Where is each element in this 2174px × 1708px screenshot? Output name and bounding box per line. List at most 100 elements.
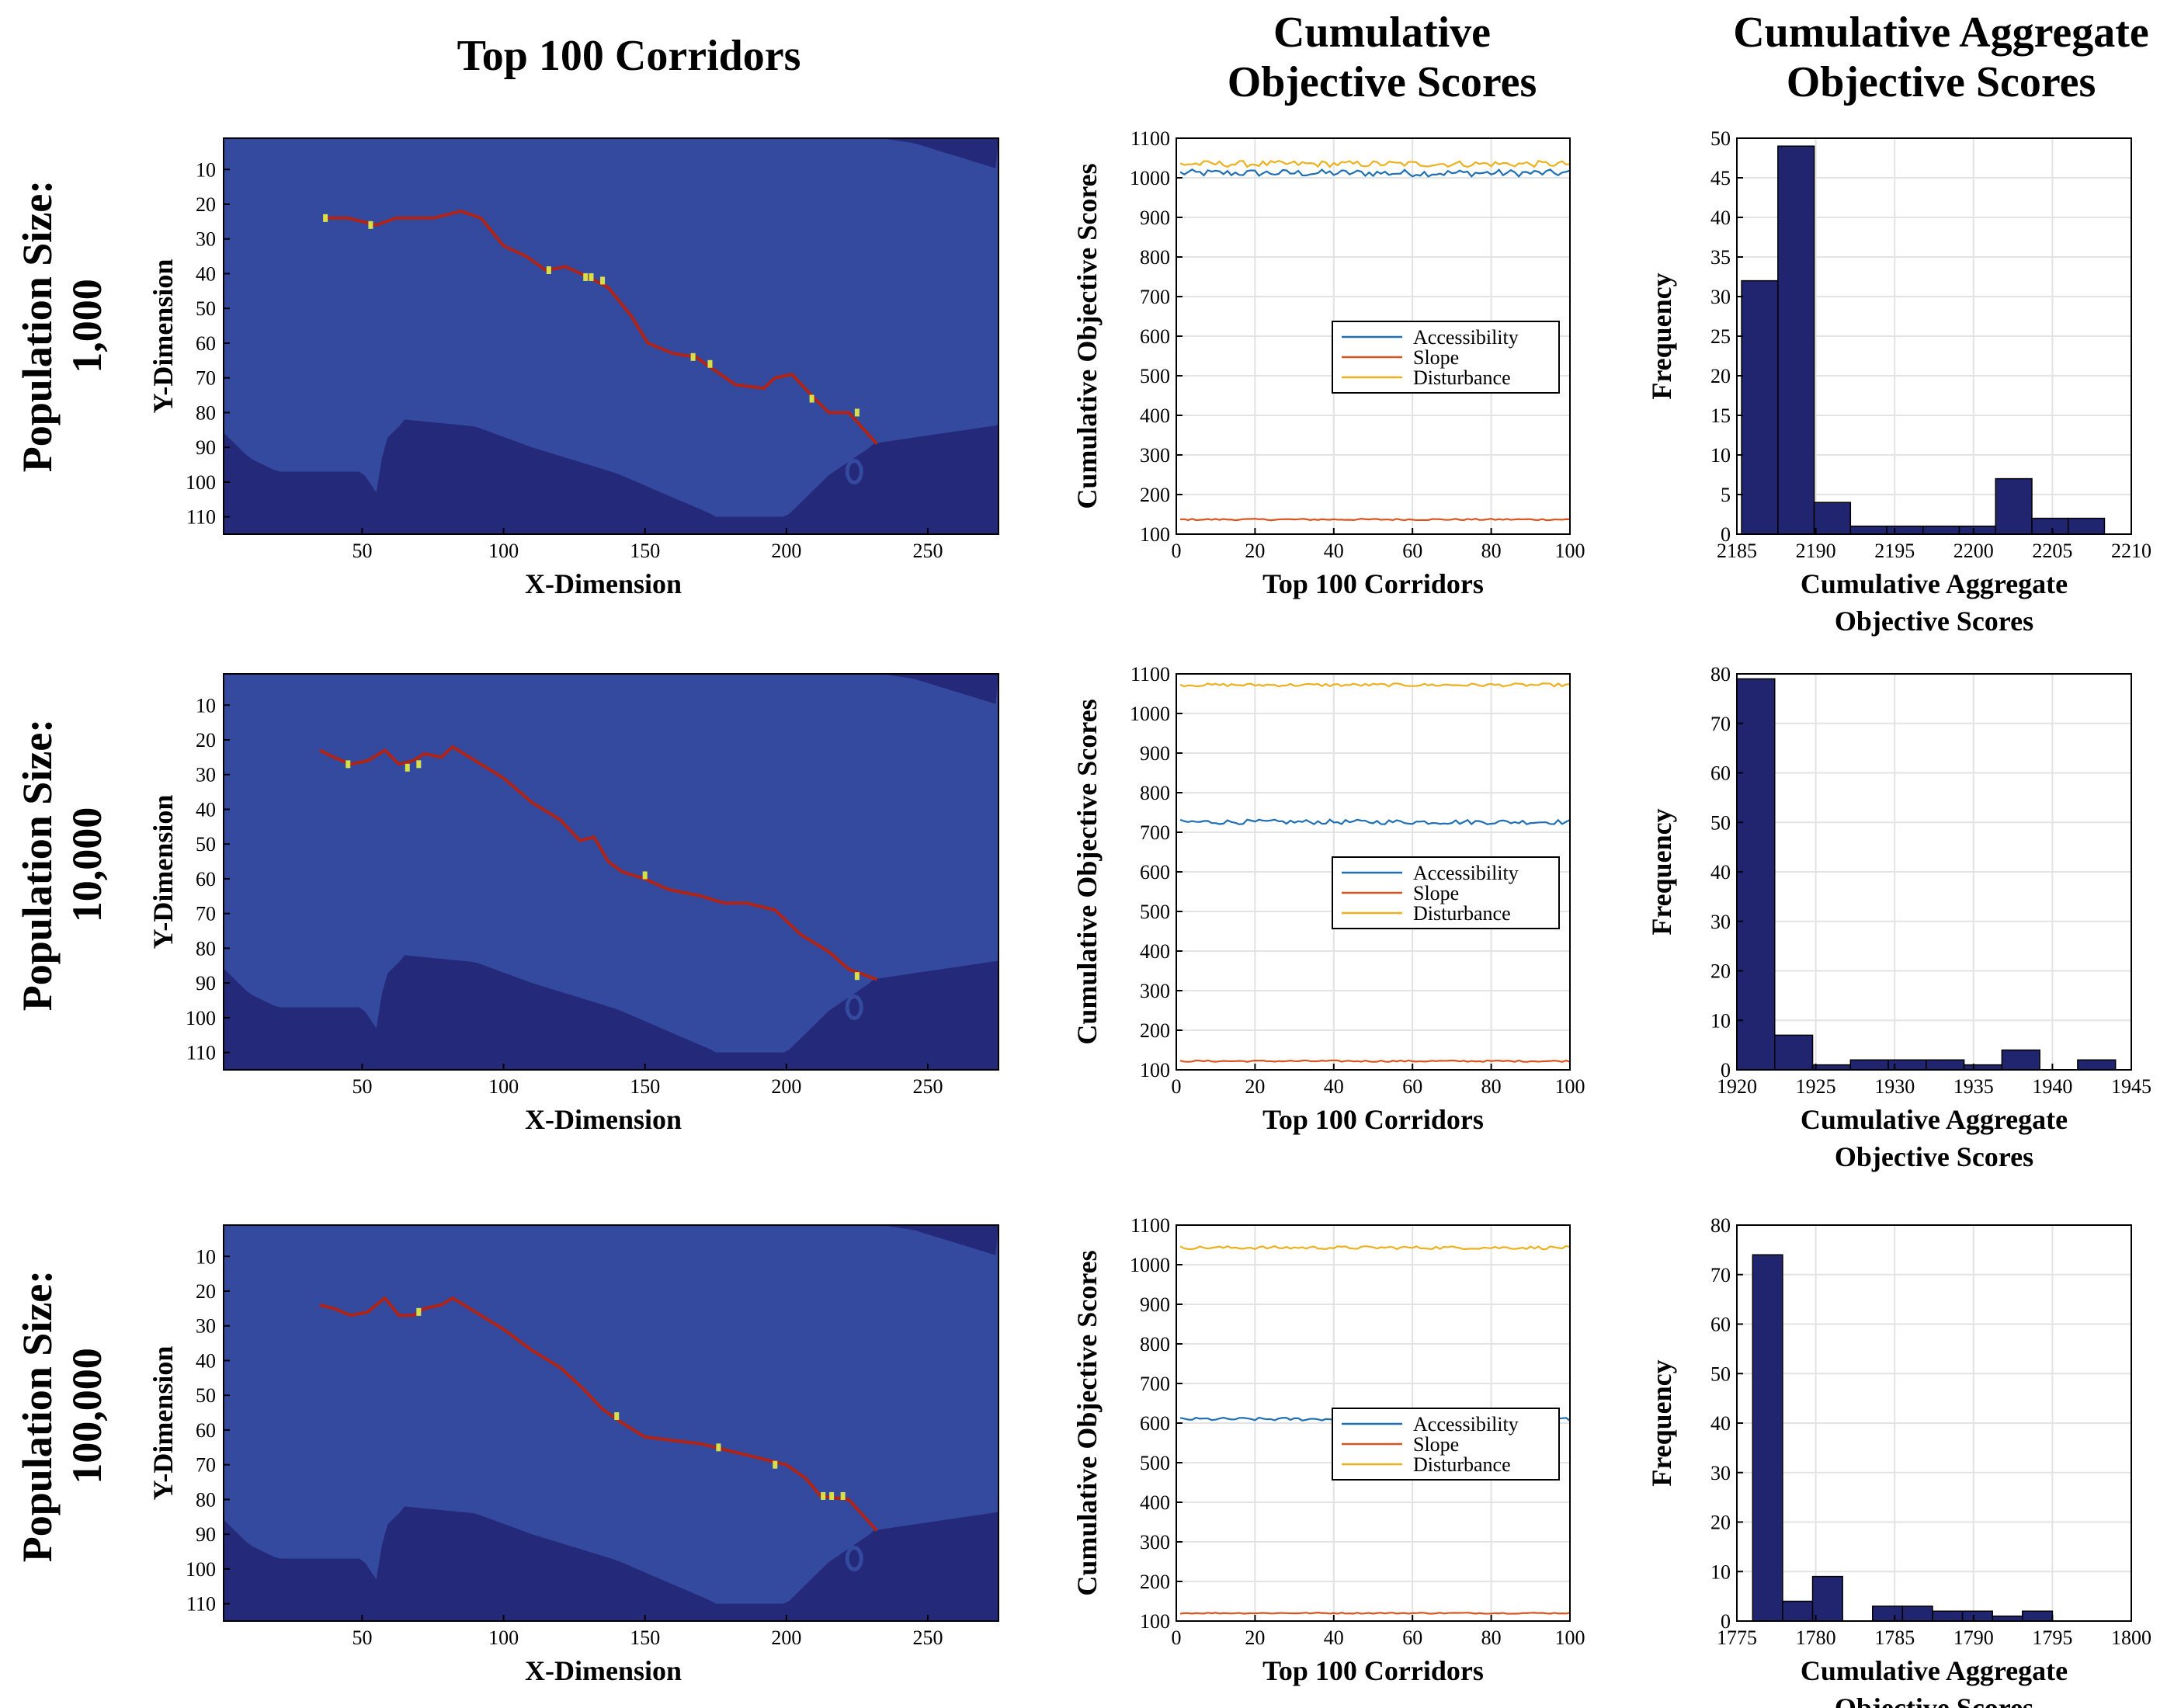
y-tick-label: 110 (186, 506, 216, 529)
objective-column-title-line1: Cumulative (1273, 9, 1491, 57)
map-frame (223, 673, 999, 1071)
x-tick-label: 1930 (1874, 1075, 1915, 1098)
x-tick-label: 250 (912, 1075, 943, 1098)
x-tick-label: 100 (488, 1626, 519, 1649)
map-dark-region-top (842, 674, 998, 704)
y-tick-label: 600 (1140, 861, 1170, 884)
y-tick-label: 30 (196, 1315, 216, 1338)
x-tick-label: 1780 (1796, 1626, 1836, 1649)
y-tick-label: 70 (196, 1454, 216, 1477)
y-tick-label: 30 (196, 764, 216, 786)
y-axis-label: Y-Dimension (148, 795, 179, 949)
y-tick-label: 80 (196, 1488, 216, 1511)
y-tick-label: 90 (196, 972, 216, 995)
y-tick-label: 300 (1140, 444, 1170, 467)
series-line-slope (1180, 518, 1571, 522)
y-tick-label: 70 (196, 903, 216, 925)
y-tick-label: 50 (196, 297, 216, 320)
x-tick-label: 1775 (1717, 1626, 1757, 1649)
series-line-slope (1179, 1059, 1571, 1063)
histogram-bar (1995, 477, 2033, 535)
y-tick-label: 0 (1721, 1059, 1731, 1081)
x-tick-label: 50 (352, 540, 372, 562)
corridor-map-3 (223, 1224, 999, 1622)
y-tick-label: 500 (1140, 1452, 1170, 1474)
y-tick-label: 35 (1710, 246, 1731, 269)
x-axis-label-line1: Cumulative Aggregate (1801, 568, 2068, 599)
objective-column-title: Cumulative Objective Scores (1165, 8, 1599, 107)
histogram-bar (1961, 1610, 1993, 1622)
histogram-bar (1922, 526, 1960, 535)
x-tick-label: 200 (771, 540, 801, 562)
histogram-bar (1813, 502, 1852, 535)
corridor-path (318, 745, 878, 981)
corridor-highlight-cell (809, 394, 814, 403)
x-tick-label: 2195 (1874, 540, 1915, 562)
x-tick-label: 60 (1402, 540, 1422, 562)
y-tick-label: 800 (1140, 1333, 1170, 1356)
x-tick-label: 1800 (2111, 1626, 2151, 1649)
x-tick-label: 100 (1555, 540, 1585, 562)
x-axis-label: X-Dimension (525, 1655, 682, 1686)
y-tick-label: 400 (1140, 940, 1170, 963)
y-tick-label: 900 (1140, 742, 1170, 765)
histogram-bar (2022, 1610, 2054, 1622)
corridor-highlight-cell (829, 1491, 835, 1500)
histogram-bar (1811, 1575, 1843, 1622)
histogram-bar (2067, 517, 2106, 535)
y-tick-label: 800 (1140, 782, 1170, 804)
y-tick-label: 70 (1710, 1264, 1731, 1286)
y-tick-label: 40 (1710, 207, 1731, 229)
y-tick-label: 20 (1710, 960, 1731, 983)
y-axis-label: Frequency (1646, 1359, 1677, 1486)
y-tick-label: 30 (1710, 1462, 1731, 1484)
objective-column-title-line2: Objective Scores (1227, 58, 1537, 106)
x-tick-label: 40 (1324, 1626, 1344, 1649)
x-tick-label: 200 (771, 1626, 801, 1649)
x-tick-label: 2205 (2032, 540, 2072, 562)
aggregate-histogram-1 (1736, 137, 2132, 535)
y-tick-label: 200 (1140, 1019, 1170, 1042)
x-tick-label: 0 (1172, 1075, 1182, 1098)
y-tick-label: 300 (1140, 1531, 1170, 1554)
corridor-highlight-cell (840, 1491, 846, 1500)
x-tick-label: 60 (1402, 1626, 1422, 1649)
corridors-column-title: Top 100 Corridors (435, 31, 823, 81)
corridor-highlight-cell (323, 214, 328, 222)
y-tick-label: 10 (1710, 1560, 1731, 1583)
y-axis-label: Y-Dimension (148, 259, 179, 414)
series-line-accessibility (1179, 818, 1571, 825)
x-axis-label: Top 100 Corridors (1262, 568, 1484, 599)
y-axis-label: Frequency (1646, 808, 1677, 935)
y-tick-label: 1100 (1130, 663, 1170, 686)
y-tick-label: 1000 (1130, 1254, 1170, 1276)
legend-label: Slope (1413, 346, 1459, 369)
legend-label: Slope (1413, 882, 1459, 904)
aggregate-histogram-2 (1736, 673, 2132, 1071)
corridor-map-2 (223, 673, 999, 1071)
aggregate-column-title-line1: Cumulative Aggregate (1733, 9, 2149, 57)
histogram-bar (1958, 526, 1996, 535)
y-tick-label: 700 (1140, 286, 1170, 308)
y-tick-label: 20 (196, 729, 216, 752)
x-tick-label: 20 (1245, 1626, 1265, 1649)
x-tick-label: 100 (1555, 1626, 1585, 1649)
objective-plot-2 (1176, 673, 1571, 1071)
aggregate-column-title: Cumulative Aggregate Objective Scores (1677, 8, 2174, 107)
histogram-bar (1782, 1600, 1814, 1622)
histogram-bar (2001, 1049, 2040, 1071)
y-tick-label: 50 (1710, 127, 1731, 150)
histogram-bar (1872, 1606, 1904, 1622)
x-tick-label: 2210 (2111, 540, 2151, 562)
y-tick-label: 500 (1140, 901, 1170, 923)
series-line-accessibility (1179, 168, 1571, 178)
x-tick-label: 80 (1481, 540, 1502, 562)
y-tick-label: 40 (196, 262, 216, 285)
y-tick-label: 100 (186, 1007, 216, 1029)
y-tick-label: 300 (1140, 980, 1170, 1002)
x-tick-label: 1920 (1717, 1075, 1757, 1098)
y-tick-label: 45 (1710, 167, 1731, 189)
corridor-highlight-cell (690, 352, 696, 361)
aggregate-histogram-3 (1736, 1224, 2132, 1622)
